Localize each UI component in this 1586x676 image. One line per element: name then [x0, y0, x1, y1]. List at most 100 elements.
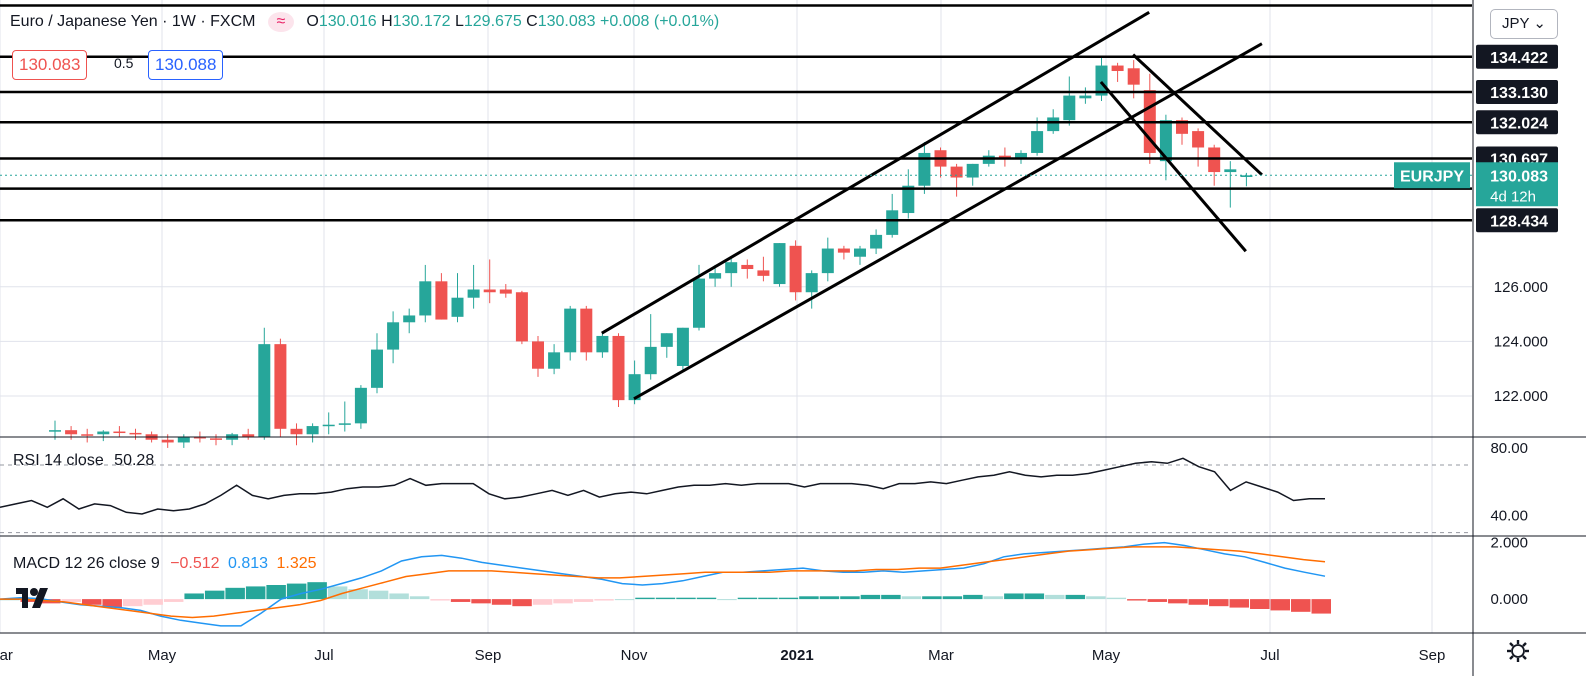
macd-hist-bar: [942, 596, 963, 600]
signal-line: [0, 546, 1326, 619]
time-axis[interactable]: Mar May Jul Sep Nov 2021 Mar May Jul Sep: [0, 647, 1445, 664]
candle-body: [854, 248, 866, 257]
candle-body: [821, 248, 834, 274]
candle-body: [1063, 95, 1076, 121]
trendline: [1099, 80, 1247, 253]
candle-body: [403, 315, 416, 323]
currency-button[interactable]: JPY ⌄: [1490, 9, 1558, 39]
candle-body: [532, 341, 544, 369]
macd-legend: MACD 12 26 close 9 −0.512 0.813 1.325: [13, 555, 317, 573]
macd-hist-bar: [163, 599, 184, 602]
macd-hist-bar: [696, 597, 717, 600]
macd-tick-label: 2.000: [1490, 535, 1528, 552]
macd-hist-bar: [430, 599, 450, 601]
macd-hist-bar: [1209, 599, 1229, 607]
candle-body: [129, 432, 142, 435]
candle-body: [1111, 65, 1124, 72]
macd-hist-bar: [799, 596, 819, 600]
macd-hist-bar: [983, 596, 1004, 600]
macd-hist-bar: [881, 594, 901, 600]
macd-hist-bar: [635, 597, 655, 600]
time-tick-label: Sep: [475, 647, 502, 664]
candle-body: [564, 308, 577, 353]
macd-hist-bar: [614, 599, 635, 601]
macd-hist-bar: [266, 585, 286, 600]
spread-value: 0.5: [114, 55, 134, 71]
macd-hist-bar: [1045, 594, 1065, 600]
time-tick-label: Mar: [928, 647, 954, 664]
candle-body: [81, 434, 94, 436]
candle-body: [660, 333, 673, 347]
candle-body: [483, 289, 496, 293]
candle-body: [371, 349, 383, 388]
macd-hist-bar: [1106, 597, 1127, 600]
gear-icon[interactable]: [1505, 638, 1531, 664]
ohlc-close: 130.083: [537, 13, 596, 30]
macd-hist-bar: [840, 596, 860, 600]
macd-hist-value: −0.512: [170, 555, 220, 572]
time-tick-label: Nov: [621, 647, 648, 664]
candle-body: [1079, 95, 1092, 99]
candle-body: [290, 428, 303, 435]
chevron-down-icon: ⌄: [1533, 15, 1546, 32]
level-label-bg: [1476, 80, 1558, 105]
indicator-wave-icon[interactable]: ≈: [267, 12, 294, 32]
level-label-bg: [1476, 208, 1558, 233]
time-tick-label: Jul: [314, 647, 333, 664]
macd-hist-bar: [901, 596, 922, 600]
candle-body: [773, 243, 786, 285]
macd-hist-bar: [1065, 594, 1086, 600]
buy-price: 130.088: [155, 55, 217, 74]
ohlc-high: 130.172: [392, 13, 451, 30]
price-axis[interactable]: 122.000 124.000 126.000 134.422 133.130 132.0…: [0, 44, 1558, 608]
trendline: [1132, 53, 1263, 176]
level-label-bg: [1476, 44, 1558, 69]
tradingview-logo-icon[interactable]: [14, 584, 54, 612]
candle-body: [1176, 120, 1188, 134]
rsi-line: [0, 457, 1325, 515]
ohlc-change: +0.008 (+0.01%): [600, 13, 720, 30]
price-tick-label: 122.000: [1494, 388, 1548, 405]
candle-body: [693, 278, 705, 328]
candle-body: [210, 438, 222, 440]
candle-body: [49, 430, 61, 432]
candle-body: [676, 327, 689, 366]
macd-hist-bar: [348, 589, 368, 600]
macd-hist-bar: [758, 597, 778, 600]
price-tick-label: 124.000: [1494, 333, 1548, 350]
candle-body: [805, 273, 818, 293]
symbol-title[interactable]: Euro / Japanese Yen · 1W · FXCM: [10, 13, 256, 30]
candle-body: [1015, 152, 1027, 159]
rsi-title: RSI 14 close: [13, 452, 104, 469]
candle-body: [338, 423, 351, 425]
macd-hist-bar: [1291, 599, 1311, 612]
candle-body: [177, 437, 190, 443]
macd-hist-bar: [512, 599, 532, 607]
level-label: 134.422: [1490, 50, 1548, 67]
candle-body: [580, 308, 593, 353]
macd-tick-label: 0.000: [1490, 591, 1528, 608]
macd-hist-bar: [594, 599, 614, 601]
ohlc-l-label: L: [454, 13, 464, 30]
grid: [0, 0, 1472, 633]
candle-body: [902, 185, 915, 214]
trendlines: [601, 10, 1263, 401]
rsi-value: 50.28: [114, 452, 155, 469]
sell-button[interactable]: 130.083: [12, 50, 88, 80]
buy-button[interactable]: 130.088: [148, 50, 224, 80]
candle-body: [596, 335, 609, 353]
time-tick-label: May: [1092, 647, 1121, 664]
macd-line-value: 0.813: [228, 555, 269, 572]
candle-body: [628, 374, 641, 401]
macd-hist-bar: [1024, 593, 1045, 600]
ohlc-c-label: C: [526, 13, 538, 30]
candle-body: [982, 155, 995, 164]
macd-hist-bar: [1086, 596, 1106, 600]
candle-body: [387, 322, 400, 350]
rsi-tick-label: 80.00: [1490, 440, 1528, 457]
ohlc-o-label: O: [306, 13, 319, 30]
macd-hist-bar: [225, 587, 245, 600]
ohlc-low: 129.675: [463, 13, 522, 30]
time-tick-label: Sep: [1419, 647, 1446, 664]
